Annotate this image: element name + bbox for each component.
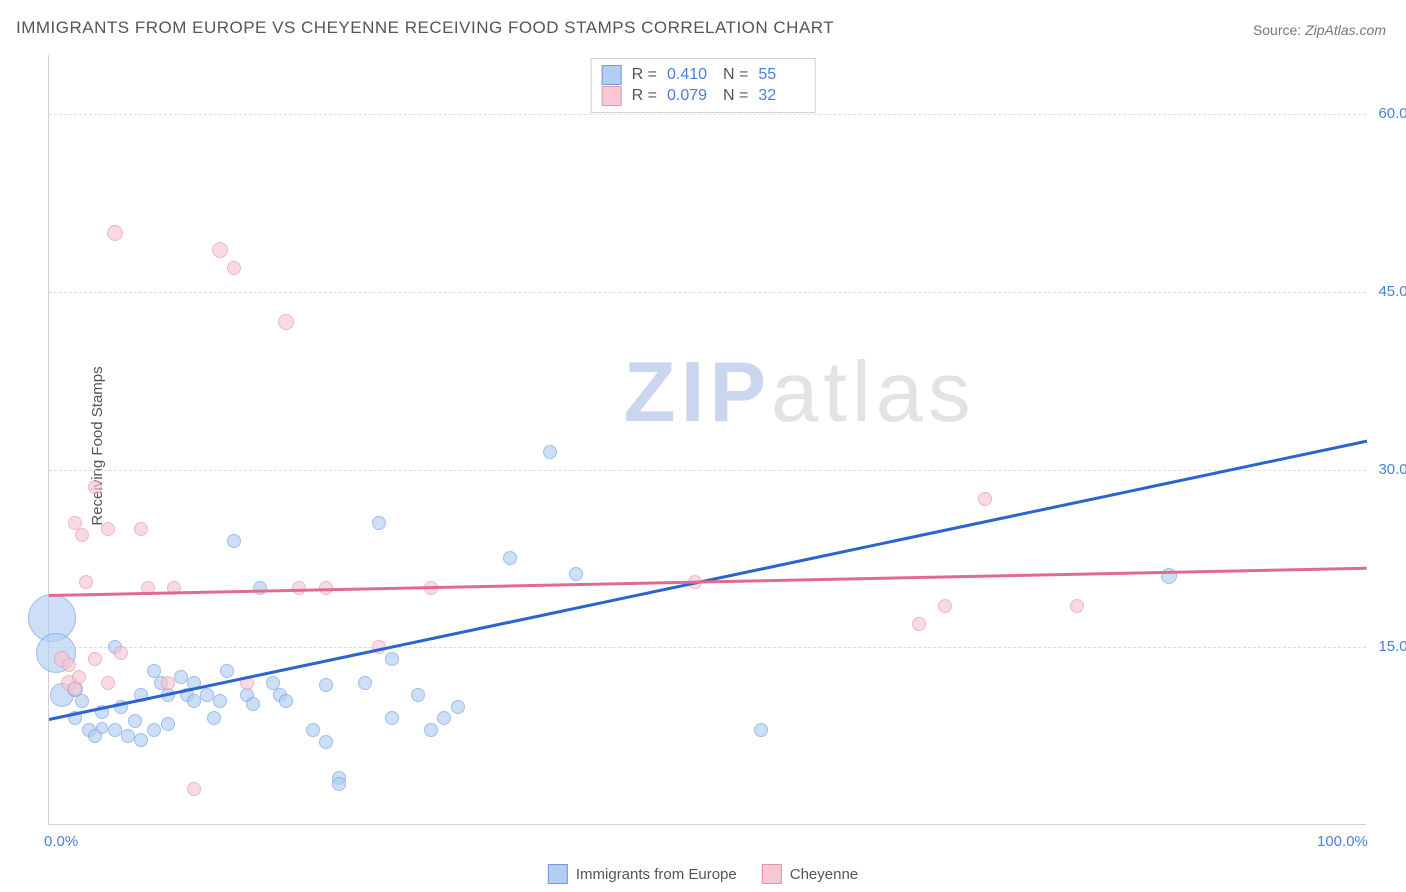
- data-point-europe: [187, 694, 201, 708]
- data-point-europe: [108, 723, 122, 737]
- legend-label: Cheyenne: [790, 866, 858, 883]
- data-point-cheyenne: [278, 314, 294, 330]
- legend-stats-row-cheyenne: R = 0.079 N = 32: [602, 86, 805, 106]
- legend-stats-row-europe: R = 0.410 N = 55: [602, 65, 805, 85]
- data-point-cheyenne: [101, 676, 115, 690]
- swatch-europe: [602, 65, 622, 85]
- data-point-europe: [200, 688, 214, 702]
- n-value: 32: [758, 87, 804, 105]
- data-point-cheyenne: [79, 575, 93, 589]
- data-point-cheyenne: [227, 261, 241, 275]
- data-point-cheyenne: [101, 522, 115, 536]
- data-point-europe: [358, 676, 372, 690]
- data-point-europe: [220, 664, 234, 678]
- data-point-europe: [385, 711, 399, 725]
- data-point-cheyenne: [62, 658, 76, 672]
- r-label: R =: [632, 66, 657, 84]
- data-point-cheyenne: [114, 646, 128, 660]
- data-point-europe: [121, 729, 135, 743]
- data-point-europe: [174, 670, 188, 684]
- data-point-europe: [207, 711, 221, 725]
- data-point-europe: [227, 534, 241, 548]
- swatch-cheyenne: [762, 864, 782, 884]
- legend-label: Immigrants from Europe: [576, 866, 737, 883]
- legend-item-europe: Immigrants from Europe: [548, 864, 737, 884]
- legend-stats: R = 0.410 N = 55 R = 0.079 N = 32: [591, 58, 816, 113]
- data-point-europe: [569, 567, 583, 581]
- data-point-europe: [424, 723, 438, 737]
- legend-item-cheyenne: Cheyenne: [762, 864, 858, 884]
- gridline: [49, 292, 1366, 293]
- data-point-europe: [96, 722, 108, 734]
- data-point-cheyenne: [161, 676, 175, 690]
- data-point-cheyenne: [212, 242, 228, 258]
- data-point-cheyenne: [978, 492, 992, 506]
- r-value: 0.079: [667, 87, 713, 105]
- source-attribution: Source: ZipAtlas.com: [1253, 22, 1386, 38]
- n-value: 55: [758, 66, 804, 84]
- data-point-europe: [246, 697, 260, 711]
- data-point-cheyenne: [88, 652, 102, 666]
- data-point-europe: [128, 714, 142, 728]
- data-point-europe: [213, 694, 227, 708]
- n-label: N =: [723, 87, 748, 105]
- data-point-europe: [134, 733, 148, 747]
- data-point-europe: [319, 735, 333, 749]
- data-point-cheyenne: [187, 782, 201, 796]
- source-value: ZipAtlas.com: [1305, 22, 1386, 38]
- watermark: ZIPatlas: [624, 344, 976, 442]
- data-point-europe: [306, 723, 320, 737]
- data-point-cheyenne: [107, 225, 123, 241]
- data-point-europe: [451, 700, 465, 714]
- gridline: [49, 647, 1366, 648]
- data-point-europe: [543, 445, 557, 459]
- data-point-europe: [319, 678, 333, 692]
- y-tick-label: 60.0%: [1371, 105, 1406, 122]
- legend-series: Immigrants from Europe Cheyenne: [548, 864, 858, 884]
- y-tick-label: 45.0%: [1371, 283, 1406, 300]
- data-point-europe: [147, 723, 161, 737]
- x-tick-label: 0.0%: [44, 833, 78, 850]
- n-label: N =: [723, 66, 748, 84]
- data-point-europe: [372, 516, 386, 530]
- watermark-part2: atlas: [771, 345, 976, 440]
- data-point-europe: [253, 581, 267, 595]
- data-point-cheyenne: [134, 522, 148, 536]
- data-point-cheyenne: [68, 682, 82, 696]
- plot-area: ZIPatlas 15.0%30.0%45.0%60.0%0.0%100.0%: [48, 55, 1366, 825]
- swatch-cheyenne: [602, 86, 622, 106]
- data-point-europe: [385, 652, 399, 666]
- gridline: [49, 470, 1366, 471]
- data-point-europe: [332, 777, 346, 791]
- gridline: [49, 114, 1366, 115]
- data-point-europe: [411, 688, 425, 702]
- x-tick-label: 100.0%: [1317, 833, 1368, 850]
- data-point-cheyenne: [72, 670, 86, 684]
- data-point-cheyenne: [912, 617, 926, 631]
- data-point-cheyenne: [1070, 599, 1084, 613]
- data-point-cheyenne: [75, 528, 89, 542]
- data-point-europe: [754, 723, 768, 737]
- r-label: R =: [632, 87, 657, 105]
- data-point-europe: [75, 694, 89, 708]
- r-value: 0.410: [667, 66, 713, 84]
- data-point-europe: [437, 711, 451, 725]
- swatch-europe: [548, 864, 568, 884]
- data-point-europe: [279, 694, 293, 708]
- data-point-europe: [503, 551, 517, 565]
- data-point-cheyenne: [938, 599, 952, 613]
- y-tick-label: 15.0%: [1371, 638, 1406, 655]
- source-label: Source:: [1253, 22, 1305, 38]
- data-point-europe: [161, 717, 175, 731]
- watermark-part1: ZIP: [624, 345, 771, 440]
- chart-title: IMMIGRANTS FROM EUROPE VS CHEYENNE RECEI…: [16, 18, 834, 38]
- y-tick-label: 30.0%: [1371, 461, 1406, 478]
- data-point-cheyenne: [88, 480, 102, 494]
